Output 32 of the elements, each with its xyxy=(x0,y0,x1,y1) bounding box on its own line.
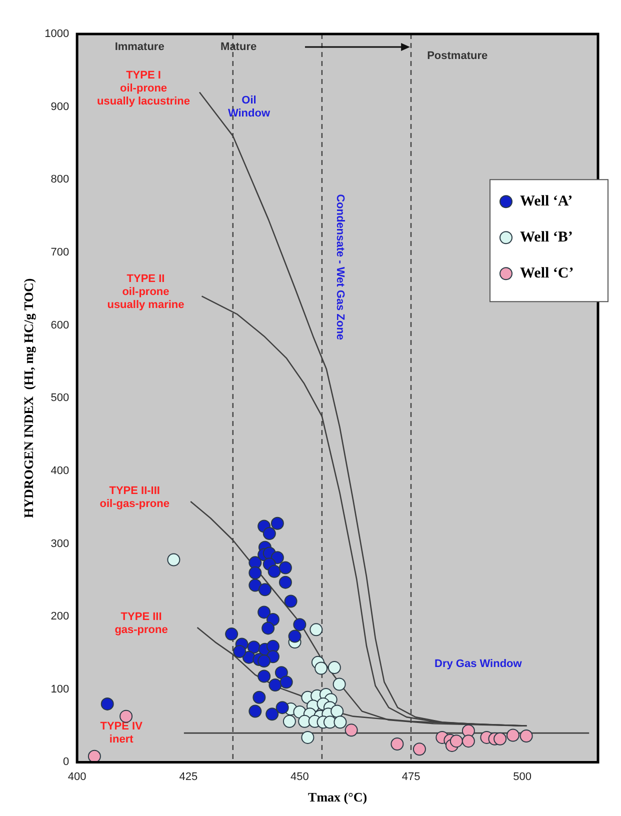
annotation: Oil Window xyxy=(228,94,270,120)
annotation: Condensate - Wet Gas Zone xyxy=(334,194,346,340)
y-tick-label: 900 xyxy=(50,100,70,113)
x-tick-label: 400 xyxy=(68,770,86,783)
text: TYPE III gas-prone xyxy=(114,611,168,636)
y-tick-label: 500 xyxy=(50,392,70,404)
y-tick-label: 800 xyxy=(50,174,70,186)
y-tick-label: 1000 xyxy=(44,28,70,40)
annotation: Postmature xyxy=(427,50,488,62)
y-axis-title: HYDROGEN INDEX (HI, mg HC/g TOC) xyxy=(21,278,36,518)
y-tick-label: 0 xyxy=(62,756,70,768)
legend-label: Well ‘C’ xyxy=(520,266,574,282)
x-tick-label: 450 xyxy=(290,770,309,783)
y-tick-label: 400 xyxy=(50,464,70,477)
legend-label: Well ‘B’ xyxy=(520,230,573,246)
y-tick-label: 300 xyxy=(50,538,70,550)
y-tick-label: 100 xyxy=(50,683,70,696)
annotation: Mature xyxy=(220,41,257,54)
series-label: TYPE II oil-prone usually marine xyxy=(107,273,184,312)
annotation: Dry Gas Window xyxy=(434,658,522,670)
x-tick-label: 500 xyxy=(513,770,532,783)
y-tick-label: 200 xyxy=(50,610,70,623)
x-axis-title: Tmax (°C) xyxy=(308,790,368,805)
x-tick-label: 425 xyxy=(179,770,198,783)
y-tick-label: 700 xyxy=(50,246,70,258)
legend-label: Well ‘A’ xyxy=(520,194,573,210)
y-tick-label: 600 xyxy=(50,319,70,332)
series-label: TYPE I oil-prone usually lacustrine xyxy=(97,69,190,108)
annotation: Immature xyxy=(114,41,164,54)
annotation: TYPE IV inert xyxy=(100,720,144,746)
x-tick-label: 475 xyxy=(402,770,420,783)
series-label: TYPE II-III oil-gas-prone xyxy=(100,485,170,510)
